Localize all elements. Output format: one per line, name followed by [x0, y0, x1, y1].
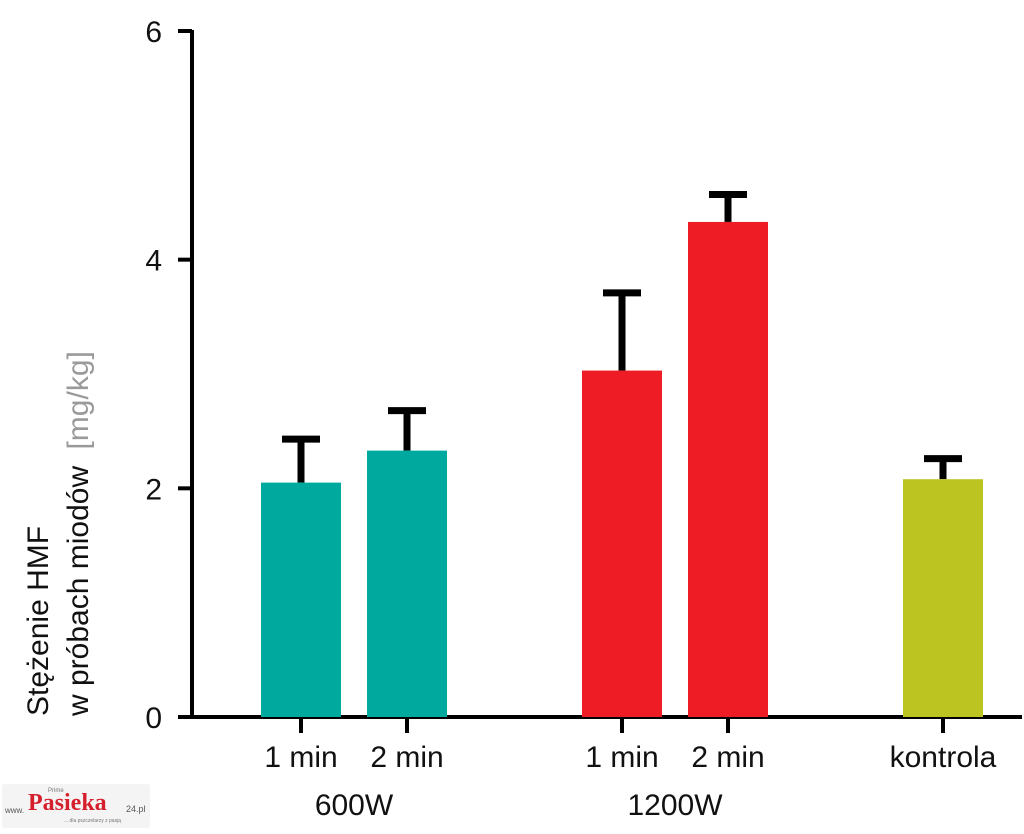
group-label: 1200W [627, 789, 723, 822]
y-axis-title-line2: w próbach miodów [mg/kg] [62, 351, 95, 717]
y-tick-label: 4 [145, 245, 162, 278]
watermark-www: www. [5, 806, 25, 815]
bars [261, 190, 983, 718]
y-axis-title-text: w próbach miodów [62, 466, 95, 717]
category-label: 2 min [691, 741, 764, 774]
category-label: kontrola [890, 741, 997, 774]
watermark-suffix: 24.pl [126, 804, 146, 814]
y-axis-title: Stężenie HMF [22, 526, 55, 716]
y-axis-unit: [mg/kg] [62, 351, 95, 449]
watermark-brand: Pasieka [28, 790, 107, 816]
category-label: 1 min [264, 741, 337, 774]
bar [688, 221, 768, 718]
watermark-prime: Prime [48, 788, 64, 794]
bar [367, 450, 447, 717]
y-axis-title-line1: Stężenie HMF [22, 526, 55, 716]
watermark-tagline: ... dla pszczelarzy z pasją [64, 818, 121, 824]
category-label: 2 min [370, 741, 443, 774]
bar [582, 370, 662, 717]
labels: 1 min 2 min 1 min 2 min kontrola 600W 1200W [264, 741, 996, 822]
y-tick-label: 2 [145, 473, 162, 506]
category-label: 1 min [585, 741, 658, 774]
bar [903, 479, 983, 717]
pasieka24-watermark-logo: www. Prime Pasieka 24.pl ... dla pszczel… [2, 784, 150, 828]
y-tick-label: 0 [145, 702, 162, 735]
y-tick-label: 6 [145, 16, 162, 49]
group-label: 600W [315, 789, 394, 822]
bar [261, 482, 341, 717]
